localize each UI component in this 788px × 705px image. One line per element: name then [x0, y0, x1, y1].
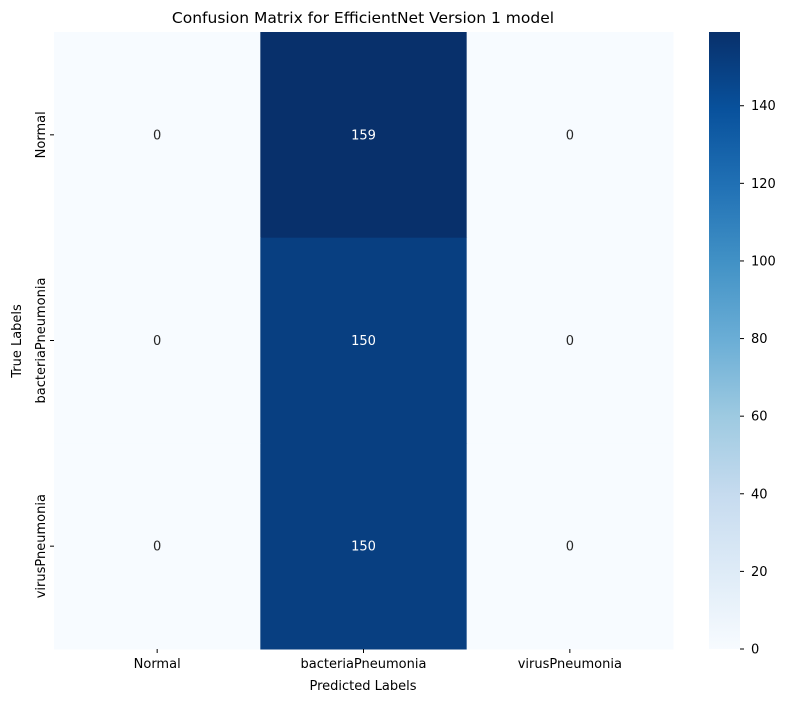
colorbar-tick-label: 60 — [751, 410, 768, 425]
heatmap-cell — [54, 32, 261, 239]
heatmap-cell — [260, 443, 468, 650]
heatmap-cell — [466, 32, 674, 239]
heatmap-annotations: 0 159 0 0 150 0 0 150 0 — [153, 128, 574, 554]
cell-value-label: 159 — [351, 128, 376, 143]
cell-value-label: 0 — [153, 128, 161, 143]
x-tick-label: Normal — [134, 657, 181, 672]
x-tick-label: virusPneumonia — [518, 657, 622, 672]
y-tick-label: virusPneumonia — [34, 494, 49, 598]
x-axis-ticks: Normal bacteriaPneumonia virusPneumonia — [134, 649, 622, 672]
cell-value-label: 150 — [351, 540, 376, 555]
cell-value-label: 0 — [153, 540, 161, 555]
heatmap-cell — [54, 443, 261, 650]
y-axis-ticks: Normal bacteriaPneumonia virusPneumonia — [34, 111, 54, 598]
colorbar-ticks: 0 20 40 60 80 100 120 140 — [740, 99, 776, 658]
heatmap-cell — [54, 237, 261, 444]
cell-value-label: 0 — [566, 128, 574, 143]
colorbar-tick-label: 20 — [751, 565, 768, 580]
colorbar-tick-label: 80 — [751, 332, 768, 347]
colorbar-tick-label: 140 — [751, 99, 776, 114]
colorbar-tick-label: 100 — [751, 254, 776, 269]
x-tick-label: bacteriaPneumonia — [301, 657, 427, 672]
heatmap-cell — [466, 237, 674, 444]
heatmap-cell — [260, 237, 468, 444]
heatmap-cells — [54, 32, 674, 650]
colorbar-tick-label: 40 — [751, 487, 768, 502]
chart-title: Confusion Matrix for EfficientNet Versio… — [172, 9, 554, 27]
cell-value-label: 150 — [351, 334, 376, 349]
y-tick-label: Normal — [34, 111, 49, 158]
y-axis-label: True Labels — [10, 304, 25, 379]
colorbar-tick-label: 0 — [751, 643, 759, 658]
y-tick-label: bacteriaPneumonia — [34, 278, 49, 404]
heatmap-cell — [466, 443, 674, 650]
colorbar-tick-label: 120 — [751, 177, 776, 192]
heatmap-cell — [260, 32, 468, 239]
colorbar — [709, 32, 740, 649]
cell-value-label: 0 — [566, 334, 574, 349]
x-axis-label: Predicted Labels — [309, 679, 416, 694]
cell-value-label: 0 — [153, 334, 161, 349]
cell-value-label: 0 — [566, 540, 574, 555]
